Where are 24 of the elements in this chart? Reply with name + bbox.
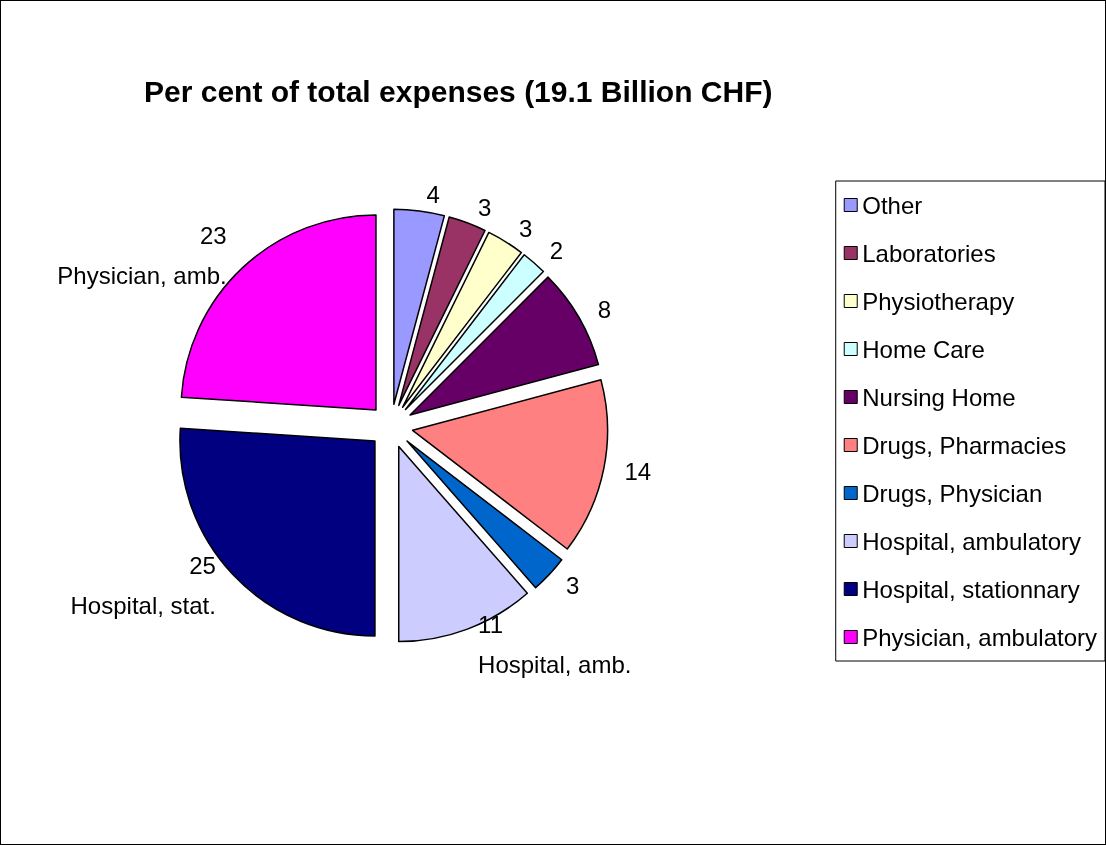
legend-label: Laboratories bbox=[862, 239, 996, 267]
legend-label: Hospital, stationnary bbox=[862, 575, 1080, 603]
legend-label: Other bbox=[862, 191, 923, 219]
data-label: 14 bbox=[624, 457, 652, 485]
legend-label: Drugs, Pharmacies bbox=[862, 431, 1067, 459]
data-label: 25 bbox=[189, 551, 216, 579]
text: Hospital, amb. bbox=[478, 650, 632, 678]
legend-label: Nursing Home bbox=[862, 383, 1016, 411]
data-label: 4 bbox=[426, 181, 440, 209]
data-label: 3 bbox=[478, 194, 492, 222]
legend-label: Hospital, ambulatory bbox=[862, 527, 1081, 555]
chart-title: Per cent of total expenses (19.1 Billion CHF) bbox=[144, 74, 773, 108]
data-label: 3 bbox=[566, 571, 580, 599]
data-label: 8 bbox=[597, 296, 612, 323]
data-label: 23 bbox=[200, 222, 227, 250]
text: Hospital, stat. bbox=[70, 591, 216, 619]
legend-label: Physiotherapy bbox=[862, 287, 1015, 315]
data-label: 2 bbox=[549, 237, 563, 265]
text: Physician, amb. bbox=[57, 262, 227, 290]
data-label: 11 bbox=[478, 610, 503, 638]
legend-label: Physician, ambulatory bbox=[862, 623, 1098, 651]
data-label: 3 bbox=[519, 214, 533, 242]
legend-label: Drugs, Physician bbox=[862, 479, 1043, 507]
legend-label: Home Care bbox=[862, 335, 985, 363]
